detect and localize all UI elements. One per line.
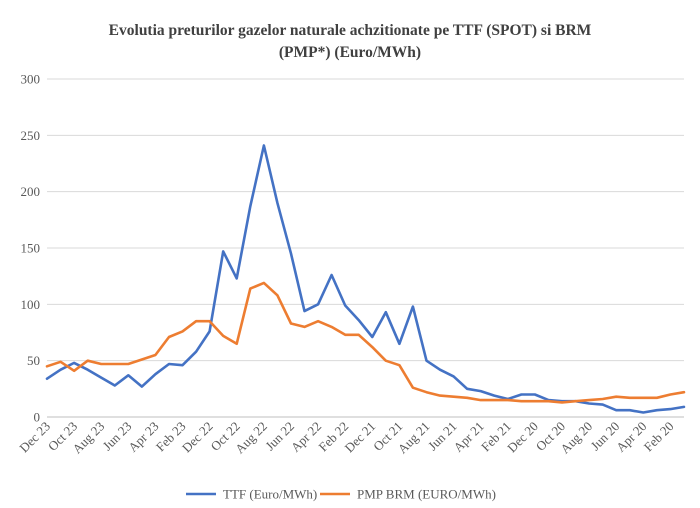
chart-title: Evolutia preturilor gazelor naturale ach… [0, 20, 700, 64]
x-tick-label: Apr 22 [288, 419, 324, 455]
y-tick-label: 250 [21, 128, 41, 143]
y-tick-label: 300 [21, 72, 41, 87]
y-tick-label: 200 [21, 184, 41, 199]
series-line-1 [45, 144, 686, 414]
y-tick-label: 0 [34, 410, 41, 425]
x-tick-label: Apr 20 [613, 419, 649, 455]
y-tick-label: 150 [21, 241, 41, 256]
x-tick-label: Apr 23 [125, 419, 161, 455]
x-tick-label: Apr 21 [450, 419, 486, 455]
x-tick-label: Feb 20 [641, 419, 677, 455]
chart-title-line1: Evolutia preturilor gazelor naturale ach… [108, 22, 592, 39]
x-tick-label: Dec 21 [341, 419, 378, 456]
x-tick-label: Dec 20 [504, 419, 541, 456]
x-tick-label: Dec 22 [179, 419, 216, 456]
legend-label-2: PMP BRM (EURO/MWh) [357, 487, 496, 502]
series-line-2 [45, 281, 686, 404]
y-tick-label: 100 [21, 297, 41, 312]
chart-title-line2: (PMP*) (Euro/MWh) [278, 44, 422, 61]
legend-label-1: TTF (Euro/MWh) [223, 487, 317, 502]
y-tick-label: 50 [27, 353, 40, 368]
